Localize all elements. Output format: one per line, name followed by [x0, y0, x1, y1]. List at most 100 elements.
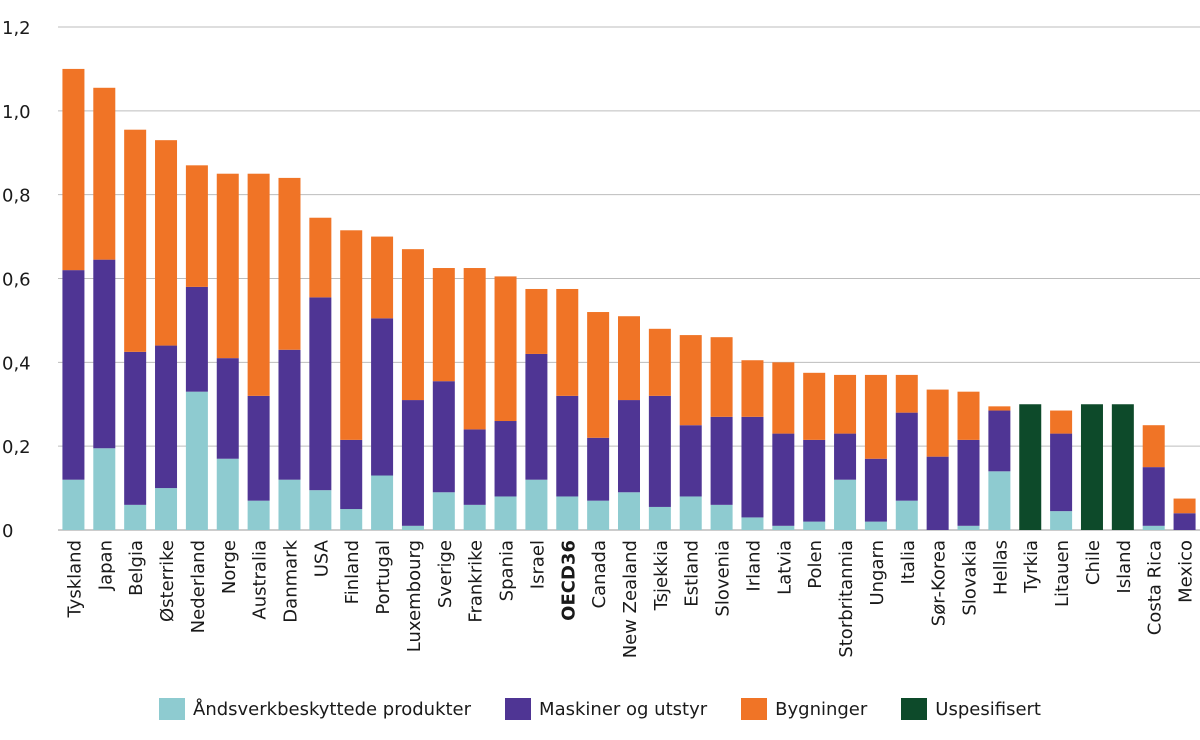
bar-segment-sverige-s2: [432, 268, 455, 382]
bar-segment-luxembourg-s1: [401, 400, 424, 526]
bar-segment-irland-s1: [741, 416, 764, 518]
bar-segment-australia-s1: [247, 395, 270, 501]
legend-swatch: [901, 698, 928, 720]
legend-item: Maskiner og utstyr: [505, 698, 707, 720]
bar-segment-latvia-s1: [772, 433, 795, 526]
bar-segment-slovenia-s1: [710, 416, 733, 505]
x-tick-label: Australia: [250, 540, 271, 620]
bar-segment-canada-s1: [587, 437, 610, 501]
bar-segment-frankrike-s1: [463, 429, 486, 505]
x-tick-label: Sør-Korea: [929, 540, 950, 626]
x-tick-label: Tyrkia: [1021, 540, 1042, 594]
bar-segment-tyskland-s1: [62, 270, 85, 480]
x-tick-label: Sverige: [435, 540, 456, 608]
legend-swatch: [505, 698, 532, 720]
x-tick-label: Slovenia: [713, 540, 734, 617]
bar-segment-japan-s1: [93, 259, 116, 449]
bar-segment-ungarn-s0: [864, 521, 887, 530]
bar-segment-finland-s0: [340, 509, 363, 530]
x-tick-label: Irland: [743, 540, 764, 592]
bar-segment-tsjekkia-s1: [648, 395, 671, 507]
bar-segment-new-zealand-s1: [618, 400, 640, 493]
bar-segment-sør-korea-s1: [926, 456, 949, 530]
bar-segment-slovenia-s0: [710, 504, 733, 530]
x-tick-label: Nederland: [188, 540, 209, 633]
x-tick-label: Luxembourg: [404, 540, 425, 652]
bar-segment-nederland-s0: [185, 391, 208, 530]
bar-segment-italia-s0: [895, 500, 918, 530]
y-tick-label: 1,2: [2, 18, 31, 39]
y-tick-label: 1,0: [2, 102, 31, 123]
bar-segment-canada-s0: [587, 500, 610, 530]
bar-segment-tsjekkia-s0: [648, 506, 671, 530]
bar-segment-japan-s0: [93, 448, 116, 530]
bar-segment-mexico-s2: [1173, 498, 1196, 514]
bar-segment-tyskland-s0: [62, 479, 85, 530]
x-tick-label: Costa Rica: [1145, 540, 1166, 635]
bar-segment-australia-s2: [247, 173, 270, 396]
bar-segment-danmark-s1: [278, 349, 301, 480]
x-tick-label: Estland: [682, 540, 703, 607]
bar-segment-norge-s2: [216, 173, 239, 359]
x-tick-label: Island: [1114, 540, 1135, 594]
bar-segment-hellas-s2: [988, 406, 1011, 411]
bar-segment-estland-s0: [679, 496, 702, 530]
bar-segment-finland-s1: [340, 439, 363, 510]
x-tick-label: Slovakia: [960, 540, 981, 616]
bar-segment-litauen-s2: [1050, 410, 1073, 434]
x-tick-label: Storbritannia: [836, 540, 857, 658]
bar-segment-italia-s1: [895, 412, 918, 501]
bar-segment-danmark-s0: [278, 479, 301, 530]
bar-segment-spania-s0: [494, 496, 517, 530]
bar-segment-new-zealand-s0: [618, 492, 640, 530]
bar-segment-spania-s2: [494, 276, 517, 422]
bar-segment-polen-s0: [803, 521, 826, 530]
x-tick-label: Østerrike: [157, 540, 178, 622]
bar-segment-chile-s3: [1080, 404, 1103, 530]
x-tick-label: Israel: [527, 540, 548, 589]
x-tick-label: Danmark: [280, 539, 301, 622]
legend-label: Maskiner og utstyr: [539, 698, 708, 720]
bar-segment-island-s3: [1111, 404, 1134, 530]
bar-segment-belgia-s2: [124, 129, 147, 352]
bar-segment-norge-s0: [216, 458, 239, 530]
bar-segment-østerrike-s2: [155, 140, 178, 346]
bar-segment-italia-s2: [895, 374, 918, 413]
bar-segment-polen-s1: [803, 439, 826, 522]
bar-segment-sverige-s0: [432, 492, 455, 530]
bar-segment-storbritannia-s1: [834, 433, 857, 480]
bar-segment-sverige-s1: [432, 381, 455, 493]
bar-segment-slovakia-s0: [957, 525, 980, 530]
x-tick-label: OECD36: [558, 540, 579, 621]
x-tick-label: Japan: [95, 540, 116, 591]
bar-segment-portugal-s2: [371, 236, 394, 319]
bar-segment-polen-s2: [803, 372, 826, 440]
bar-segment-luxembourg-s2: [401, 249, 424, 401]
legend-label: Bygninger: [775, 698, 868, 720]
bar-segment-portugal-s0: [371, 475, 394, 530]
bar-segment-ungarn-s2: [864, 374, 887, 459]
bar-segment-frankrike-s0: [463, 504, 486, 530]
bar-segment-latvia-s0: [772, 525, 795, 530]
x-tick-label: New Zealand: [620, 540, 641, 658]
bar-segment-oecd36-s0: [556, 496, 579, 530]
bar-segment-østerrike-s0: [155, 488, 178, 530]
bar-segment-new-zealand-s2: [618, 316, 640, 401]
bar-segment-latvia-s2: [772, 362, 795, 434]
legend: Åndsverkbeskyttede produkter Maskiner og …: [0, 698, 1200, 720]
bar-segment-oecd36-s1: [556, 395, 579, 497]
bar-segment-israel-s1: [525, 353, 548, 480]
x-tick-label: Italia: [898, 540, 919, 584]
bar-segment-costa-rica-s0: [1142, 525, 1165, 530]
y-tick-label: 0: [2, 521, 13, 542]
y-tick-label: 0,2: [2, 437, 31, 458]
x-tick-label: Ungarn: [867, 540, 888, 606]
legend-label: Åndsverkbeskyttede produkter: [193, 698, 472, 720]
bar-segment-usa-s1: [309, 297, 332, 491]
bar-segment-costa-rica-s2: [1142, 425, 1165, 468]
x-tick-label: Canada: [589, 540, 610, 609]
bar-segment-tsjekkia-s2: [648, 328, 671, 396]
y-axis-ticks: 0 0,2 0,4 0,6 0,8 1,0 1,2: [2, 18, 31, 542]
bar-segment-usa-s0: [309, 490, 332, 530]
x-tick-label: Belgia: [126, 540, 147, 596]
